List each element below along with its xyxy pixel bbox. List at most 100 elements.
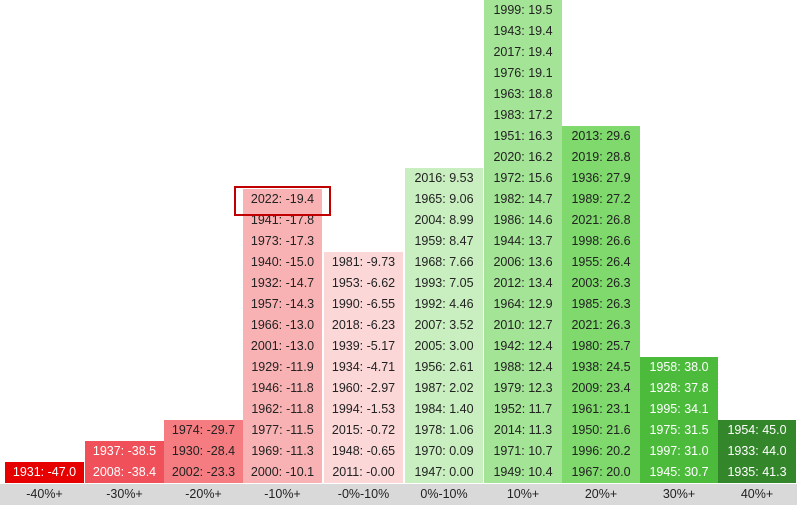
data-cell: 1941: -17.8 <box>243 210 322 231</box>
data-cell: 1958: 38.0 <box>640 357 718 378</box>
data-cell: 1976: 19.1 <box>484 63 562 84</box>
data-cell: 1951: 16.3 <box>484 126 562 147</box>
data-cell: 1972: 15.6 <box>484 168 562 189</box>
data-cell: 2014: 11.3 <box>484 420 562 441</box>
category-label: 30%+ <box>662 487 696 501</box>
data-cell: 1933: 44.0 <box>718 441 796 462</box>
data-cell: 1963: 18.8 <box>484 84 562 105</box>
data-cell: 2007: 3.52 <box>405 315 483 336</box>
data-cell: 2001: -13.0 <box>243 336 322 357</box>
data-cell: 1975: 31.5 <box>640 420 718 441</box>
data-cell: 1940: -15.0 <box>243 252 322 273</box>
category-label: 20%+ <box>584 487 618 501</box>
data-cell: 1984: 1.40 <box>405 399 483 420</box>
data-cell: 2018: -6.23 <box>324 315 403 336</box>
data-cell: 2012: 13.4 <box>484 273 562 294</box>
data-cell: 1938: 24.5 <box>562 357 640 378</box>
data-cell: 1962: -11.8 <box>243 399 322 420</box>
data-cell: 2015: -0.72 <box>324 420 403 441</box>
category-label: -10%+ <box>264 487 301 501</box>
data-cell: 1945: 30.7 <box>640 462 718 483</box>
data-cell: 1968: 7.66 <box>405 252 483 273</box>
data-cell: 1978: 1.06 <box>405 420 483 441</box>
data-cell: 1970: 0.09 <box>405 441 483 462</box>
data-cell: 2005: 3.00 <box>405 336 483 357</box>
data-cell: 2004: 8.99 <box>405 210 483 231</box>
data-cell: 1998: 26.6 <box>562 231 640 252</box>
data-cell: 1939: -5.17 <box>324 336 403 357</box>
data-cell: 1990: -6.55 <box>324 294 403 315</box>
data-cell: 2008: -38.4 <box>85 462 164 483</box>
data-cell: 2021: 26.3 <box>562 315 640 336</box>
data-cell: 1935: 41.3 <box>718 462 796 483</box>
data-cell: 1974: -29.7 <box>164 420 243 441</box>
data-cell: 2019: 28.8 <box>562 147 640 168</box>
data-cell: 1964: 12.9 <box>484 294 562 315</box>
data-cell: 1955: 26.4 <box>562 252 640 273</box>
data-cell: 2022: -19.4 <box>243 189 322 210</box>
data-cell: 1937: -38.5 <box>85 441 164 462</box>
data-cell: 1983: 17.2 <box>484 105 562 126</box>
data-cell: 1988: 12.4 <box>484 357 562 378</box>
data-cell: 1960: -2.97 <box>324 378 403 399</box>
category-label: 40%+ <box>740 487 774 501</box>
data-cell: 2002: -23.3 <box>164 462 243 483</box>
data-cell: 1995: 34.1 <box>640 399 718 420</box>
data-cell: 1994: -1.53 <box>324 399 403 420</box>
data-cell: 1932: -14.7 <box>243 273 322 294</box>
data-cell: 1969: -11.3 <box>243 441 322 462</box>
data-cell: 1953: -6.62 <box>324 273 403 294</box>
data-cell: 1947: 0.00 <box>405 462 483 483</box>
data-cell: 1971: 10.7 <box>484 441 562 462</box>
data-cell: 1966: -13.0 <box>243 315 322 336</box>
data-cell: 1979: 12.3 <box>484 378 562 399</box>
data-cell: 2000: -10.1 <box>243 462 322 483</box>
data-cell: 1956: 2.61 <box>405 357 483 378</box>
category-axis-strip <box>0 484 797 505</box>
category-label: -20%+ <box>185 487 222 501</box>
category-label: 0%-10% <box>420 487 468 501</box>
data-cell: 2006: 13.6 <box>484 252 562 273</box>
data-cell: 1980: 25.7 <box>562 336 640 357</box>
data-cell: 1942: 12.4 <box>484 336 562 357</box>
data-cell: 1989: 27.2 <box>562 189 640 210</box>
data-cell: 1943: 19.4 <box>484 21 562 42</box>
data-cell: 1949: 10.4 <box>484 462 562 483</box>
data-cell: 1993: 7.05 <box>405 273 483 294</box>
data-cell: 1936: 27.9 <box>562 168 640 189</box>
data-cell: 1981: -9.73 <box>324 252 403 273</box>
category-label: -30%+ <box>106 487 143 501</box>
data-cell: 2003: 26.3 <box>562 273 640 294</box>
data-cell: 1944: 13.7 <box>484 231 562 252</box>
data-cell: 2017: 19.4 <box>484 42 562 63</box>
data-cell: 1973: -17.3 <box>243 231 322 252</box>
category-label: 10%+ <box>506 487 540 501</box>
data-cell: 1931: -47.0 <box>5 462 84 483</box>
data-cell: 1986: 14.6 <box>484 210 562 231</box>
data-cell: 1961: 23.1 <box>562 399 640 420</box>
data-cell: 1967: 20.0 <box>562 462 640 483</box>
data-cell: 1930: -28.4 <box>164 441 243 462</box>
data-cell: 2010: 12.7 <box>484 315 562 336</box>
data-cell: 1999: 19.5 <box>484 0 562 21</box>
data-cell: 1928: 37.8 <box>640 378 718 399</box>
data-cell: 1982: 14.7 <box>484 189 562 210</box>
data-cell: 1985: 26.3 <box>562 294 640 315</box>
data-cell: 1946: -11.8 <box>243 378 322 399</box>
data-cell: 1965: 9.06 <box>405 189 483 210</box>
category-label: -40%+ <box>26 487 63 501</box>
data-cell: 2020: 16.2 <box>484 147 562 168</box>
data-cell: 1957: -14.3 <box>243 294 322 315</box>
data-cell: 1948: -0.65 <box>324 441 403 462</box>
data-cell: 1977: -11.5 <box>243 420 322 441</box>
data-cell: 1950: 21.6 <box>562 420 640 441</box>
data-cell: 2009: 23.4 <box>562 378 640 399</box>
data-cell: 1992: 4.46 <box>405 294 483 315</box>
data-cell: 2013: 29.6 <box>562 126 640 147</box>
data-cell: 1996: 20.2 <box>562 441 640 462</box>
data-cell: 1954: 45.0 <box>718 420 796 441</box>
data-cell: 1934: -4.71 <box>324 357 403 378</box>
category-label: -0%-10% <box>337 487 390 501</box>
data-cell: 1997: 31.0 <box>640 441 718 462</box>
